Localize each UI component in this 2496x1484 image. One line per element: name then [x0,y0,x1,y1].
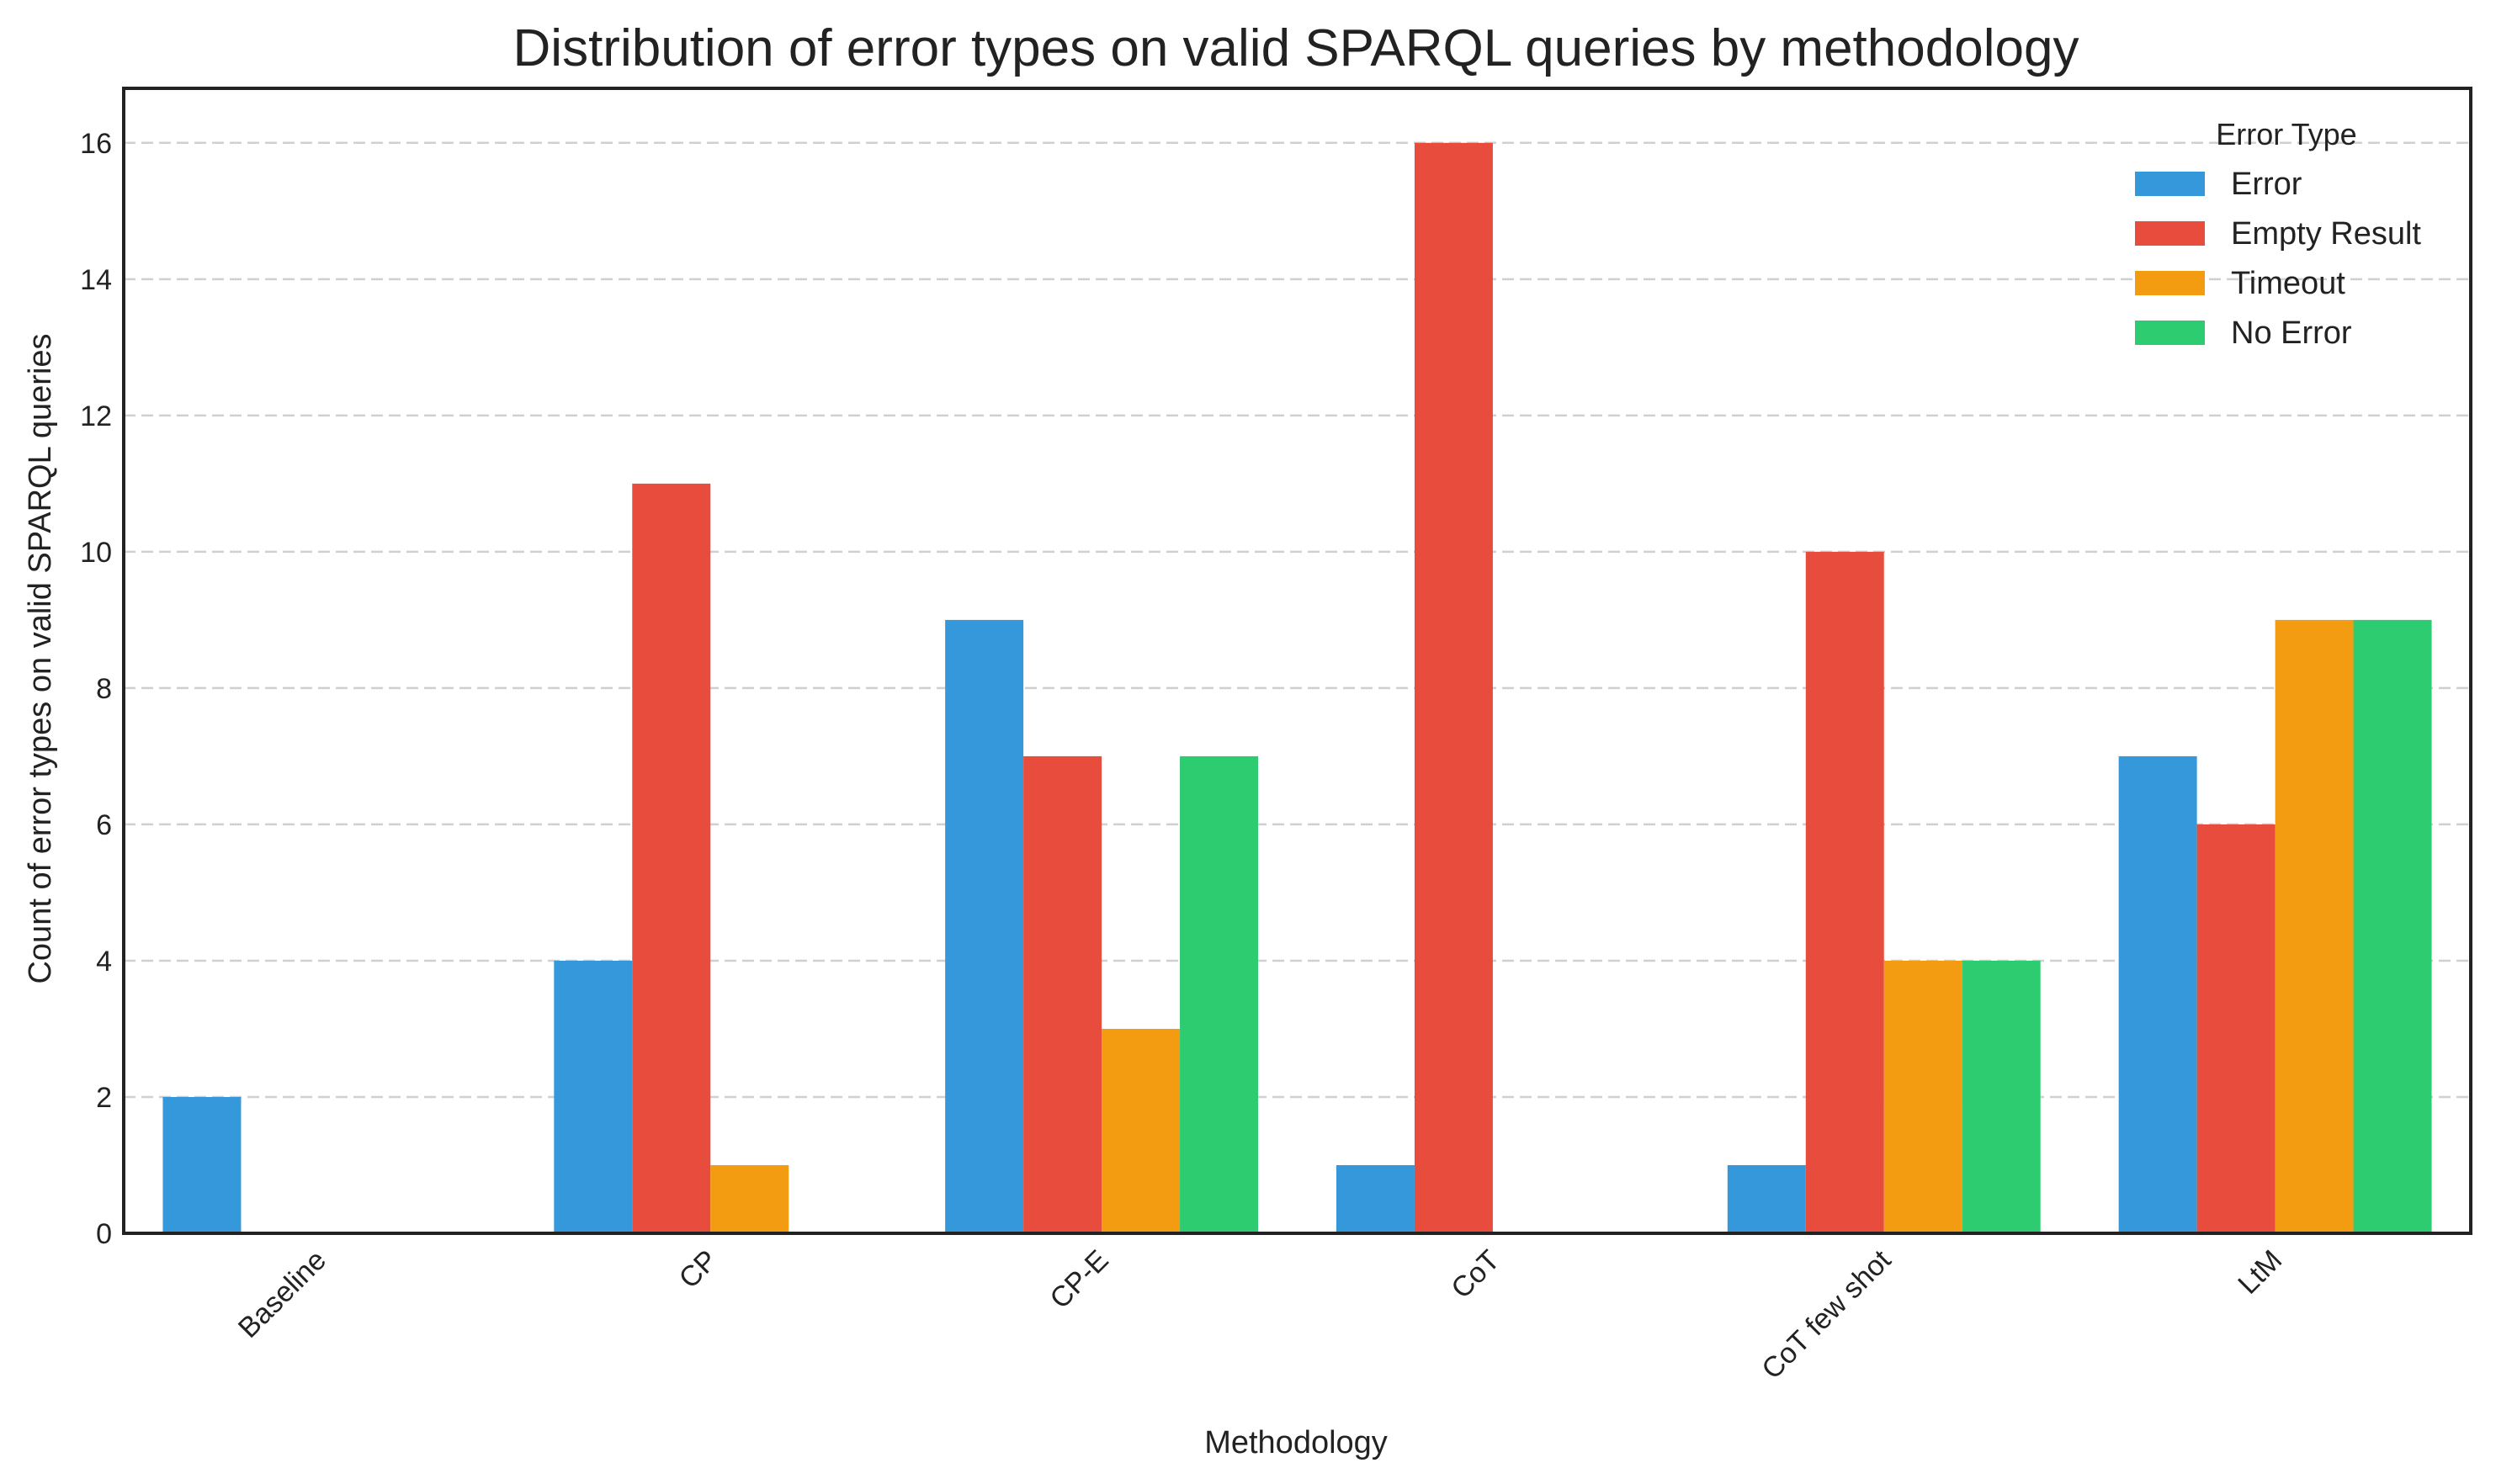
x-axis-label: Methodology [1204,1425,1388,1460]
y-axis-ticks: 0 2 4 6 8 10 12 14 16 [80,128,112,1250]
y-tick-label: 10 [80,537,112,569]
x-tick-label: CP-E [1044,1244,1114,1315]
legend-label: Timeout [2231,266,2345,301]
bar-empty-result-cp [632,483,711,1233]
y-tick-label: 0 [96,1218,112,1250]
bar-empty-result-cot-few-shot [1805,551,1884,1233]
bar-timeout-ltm [2275,619,2354,1233]
bar-error-cot-few-shot [1727,1164,1806,1233]
legend-items: Error Empty Result Timeout No Error [2135,167,2421,351]
bar-timeout-cp [710,1164,789,1233]
y-tick-label: 12 [80,400,112,432]
bar-empty-result-cp-e [1023,755,1102,1233]
bar-no-error-ltm [2353,619,2432,1233]
bar-timeout-cot-few-shot [1883,960,1962,1233]
y-tick-label: 2 [96,1082,112,1114]
y-tick-label: 8 [96,673,112,705]
bar-no-error-cp-e [1180,755,1259,1233]
x-axis-ticks: Baseline CP CP-E CoT CoT few shot LtM [232,1243,2288,1385]
bar-no-error-cot-few-shot [1962,960,2041,1233]
bars [162,142,2432,1233]
bar-error-cot [1336,1164,1415,1233]
bar-empty-result-cot [1414,142,1493,1233]
bar-timeout-cp-e [1102,1028,1181,1233]
legend-label: No Error [2231,315,2352,351]
x-tick-label: CoT few shot [1755,1243,1897,1385]
legend-swatch [2135,321,2205,345]
legend-swatch [2135,221,2205,246]
bar-error-ltm [2118,755,2197,1233]
y-tick-label: 14 [80,264,112,296]
bar-error-cp-e [945,619,1024,1233]
legend-title: Error Type [2216,117,2356,151]
y-tick-label: 4 [96,946,112,978]
chart-title: Distribution of error types on valid SPA… [513,19,2079,77]
legend-label: Empty Result [2231,216,2421,252]
x-tick-label: Baseline [232,1244,332,1344]
legend-label: Error [2231,167,2302,202]
grid-lines [124,141,2471,1099]
y-tick-label: 16 [80,128,112,160]
legend: Error Type Error Empty Result Timeout No Er… [2135,117,2421,351]
bar-error-cp [554,960,633,1233]
bar-empty-result-ltm [2196,824,2276,1233]
plot-frame [122,87,2472,1235]
bar-error-baseline [162,1096,242,1233]
legend-swatch [2135,271,2205,295]
x-tick-label: CoT [1445,1244,1506,1305]
x-tick-label: LtM [2232,1244,2288,1301]
legend-swatch [2135,172,2205,196]
y-axis-label: Count of error types on valid SPARQL que… [23,333,58,983]
y-tick-label: 6 [96,809,112,841]
x-tick-label: CP [673,1244,724,1295]
